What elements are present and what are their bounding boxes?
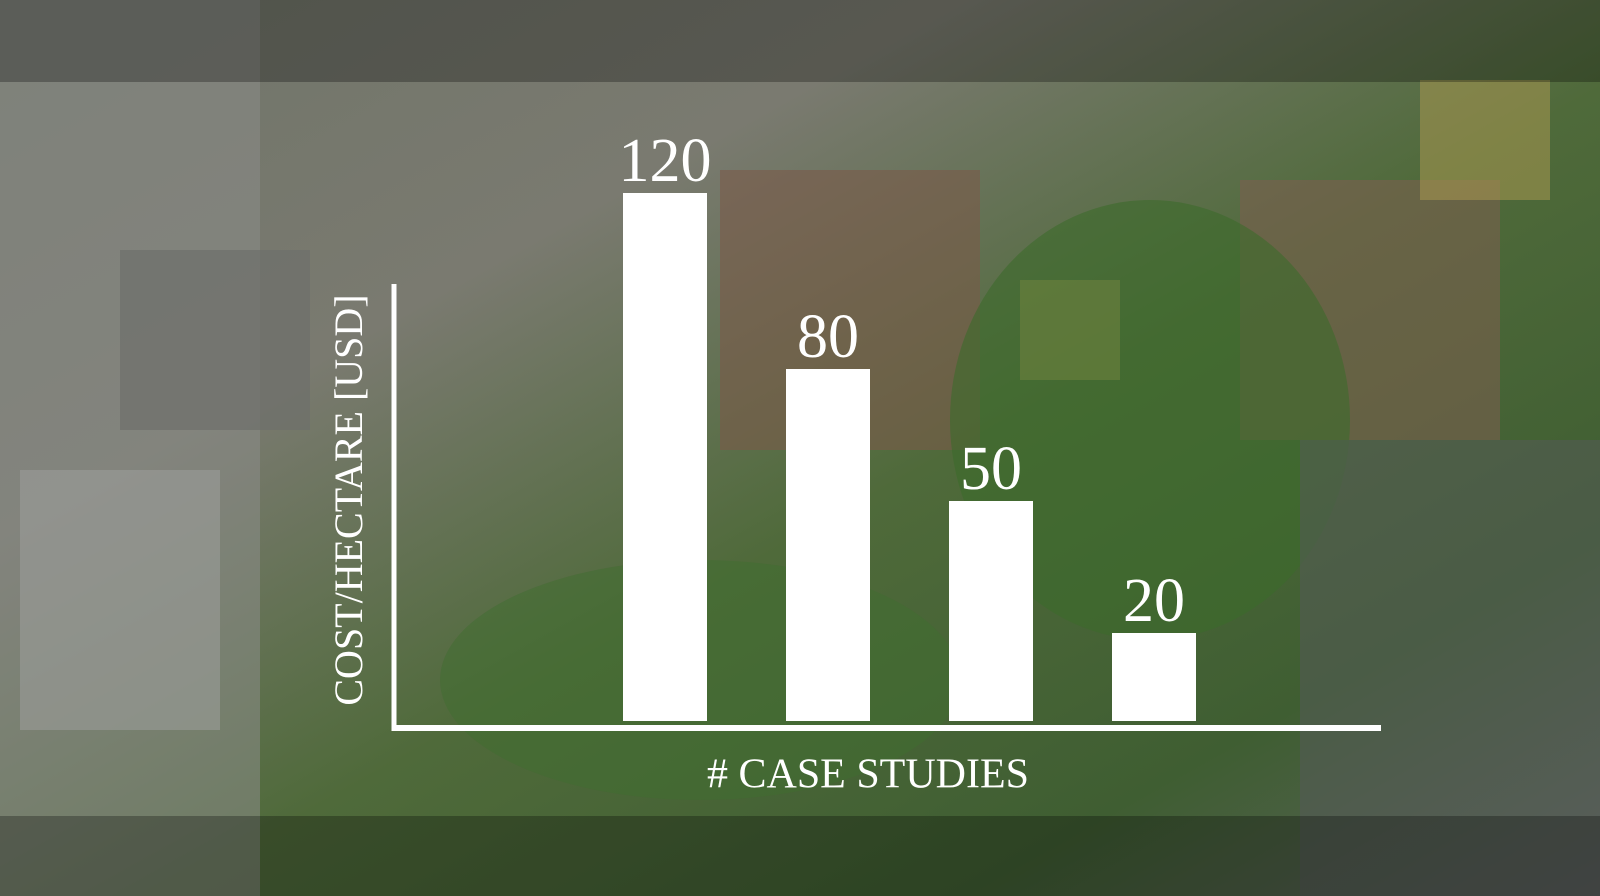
data-label: 80 (797, 303, 859, 371)
data-label: 120 (619, 127, 712, 195)
bar (623, 193, 707, 721)
bar (949, 501, 1033, 721)
bar (786, 369, 870, 721)
bar (1112, 633, 1196, 721)
data-label: 20 (1123, 567, 1185, 635)
page: {"chart_data": {"type": "bar", "ylabel":… (0, 0, 1600, 896)
chart: COST/HECTARE [USD] # CASE STUDIES 120 80 5… (0, 0, 1600, 896)
y-axis-label: COST/HECTARE [USD] (326, 294, 371, 705)
x-axis-label: # CASE STUDIES (707, 752, 1029, 798)
data-label: 50 (960, 435, 1022, 503)
